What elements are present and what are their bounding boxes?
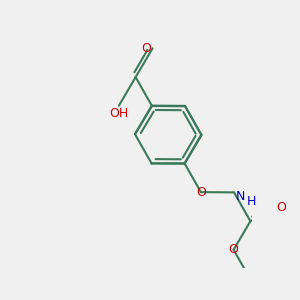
Text: O: O [229,243,238,256]
Text: N: N [236,190,245,203]
Text: O: O [141,42,151,55]
Text: O: O [196,186,206,199]
Text: OH: OH [109,107,128,120]
Text: H: H [247,195,256,208]
Text: O: O [277,201,286,214]
